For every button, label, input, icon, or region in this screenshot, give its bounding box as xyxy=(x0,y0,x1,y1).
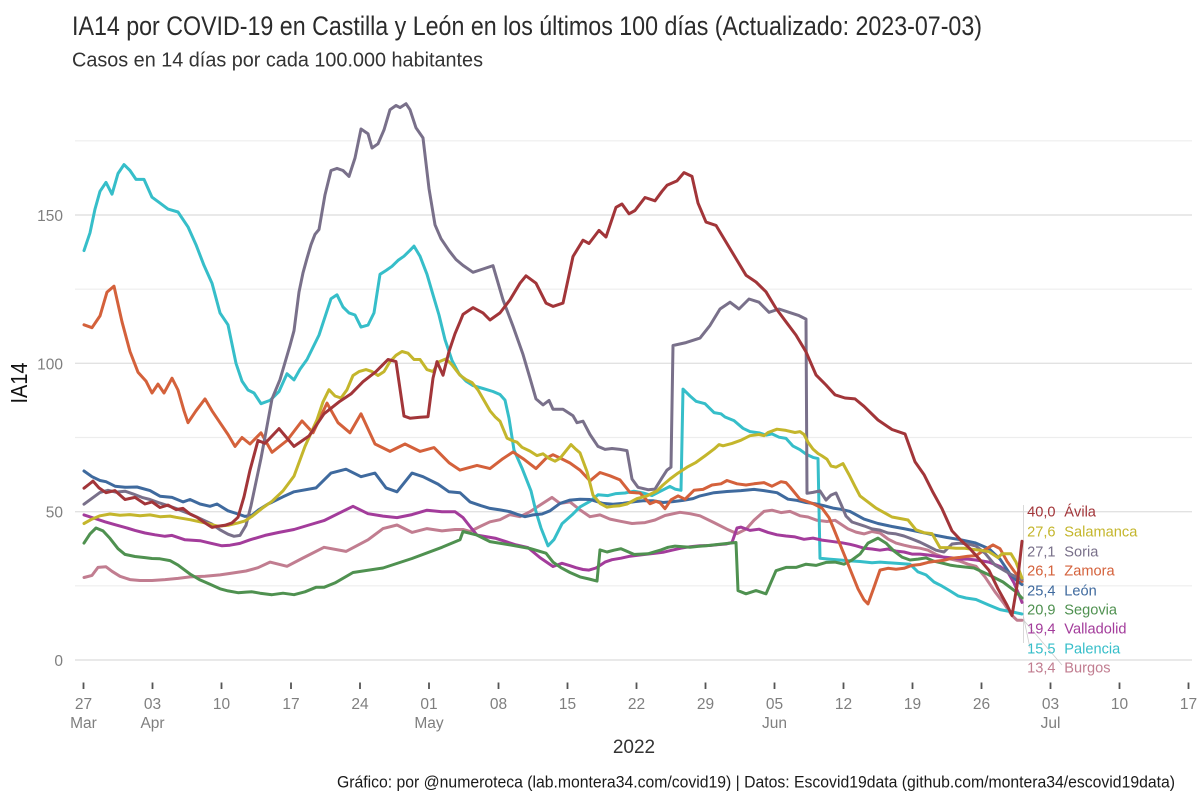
svg-text:27: 27 xyxy=(75,696,92,713)
svg-text:Mar: Mar xyxy=(70,715,97,732)
svg-text:19: 19 xyxy=(904,696,921,713)
svg-text:05: 05 xyxy=(766,696,783,713)
svg-text:10: 10 xyxy=(213,696,231,713)
svg-text:27,1: 27,1 xyxy=(1027,544,1055,560)
svg-text:Apr: Apr xyxy=(140,715,164,732)
svg-text:150: 150 xyxy=(37,208,63,225)
svg-text:17: 17 xyxy=(282,696,299,713)
svg-text:25,4: 25,4 xyxy=(1027,583,1055,599)
svg-text:08: 08 xyxy=(490,696,507,713)
svg-text:03: 03 xyxy=(144,696,161,713)
svg-text:Gráfico: por @numeroteca (lab.: Gráfico: por @numeroteca (lab.montera34.… xyxy=(337,774,1175,792)
svg-text:Ávila: Ávila xyxy=(1064,503,1097,520)
svg-text:León: León xyxy=(1064,583,1096,599)
svg-text:40,0: 40,0 xyxy=(1027,504,1055,520)
svg-text:May: May xyxy=(414,715,444,732)
svg-text:12: 12 xyxy=(835,696,852,713)
svg-text:01: 01 xyxy=(420,696,437,713)
svg-text:100: 100 xyxy=(37,356,63,373)
svg-text:Palencia: Palencia xyxy=(1064,641,1121,657)
svg-text:26,1: 26,1 xyxy=(1027,563,1055,579)
svg-text:Casos en 14 días por cada 100.: Casos en 14 días por cada 100.000 habita… xyxy=(72,49,483,72)
svg-text:03: 03 xyxy=(1042,696,1059,713)
svg-text:15,5: 15,5 xyxy=(1027,641,1055,657)
svg-text:Burgos: Burgos xyxy=(1064,660,1110,676)
svg-text:Segovia: Segovia xyxy=(1064,602,1118,618)
svg-text:0: 0 xyxy=(54,653,63,670)
svg-text:13,4: 13,4 xyxy=(1027,660,1055,676)
svg-text:26: 26 xyxy=(973,696,990,713)
svg-text:IA14: IA14 xyxy=(6,362,32,403)
svg-text:Soria: Soria xyxy=(1064,544,1099,560)
svg-text:29: 29 xyxy=(697,696,714,713)
svg-text:20,9: 20,9 xyxy=(1027,602,1055,618)
svg-text:17: 17 xyxy=(1180,696,1197,713)
svg-text:27,6: 27,6 xyxy=(1027,524,1055,540)
svg-text:50: 50 xyxy=(46,505,64,522)
svg-text:2022: 2022 xyxy=(613,737,655,758)
svg-text:Jun: Jun xyxy=(762,715,787,732)
svg-text:Zamora: Zamora xyxy=(1064,563,1115,579)
svg-text:19,4: 19,4 xyxy=(1027,621,1055,637)
svg-text:24: 24 xyxy=(351,696,369,713)
svg-text:IA14 por COVID-19 en Castilla: IA14 por COVID-19 en Castilla y León en … xyxy=(72,11,982,41)
svg-text:Salamanca: Salamanca xyxy=(1064,524,1138,540)
svg-text:Jul: Jul xyxy=(1041,715,1061,732)
svg-text:15: 15 xyxy=(559,696,576,713)
svg-text:10: 10 xyxy=(1111,696,1129,713)
svg-text:22: 22 xyxy=(628,696,645,713)
svg-text:Valladolid: Valladolid xyxy=(1064,621,1126,637)
